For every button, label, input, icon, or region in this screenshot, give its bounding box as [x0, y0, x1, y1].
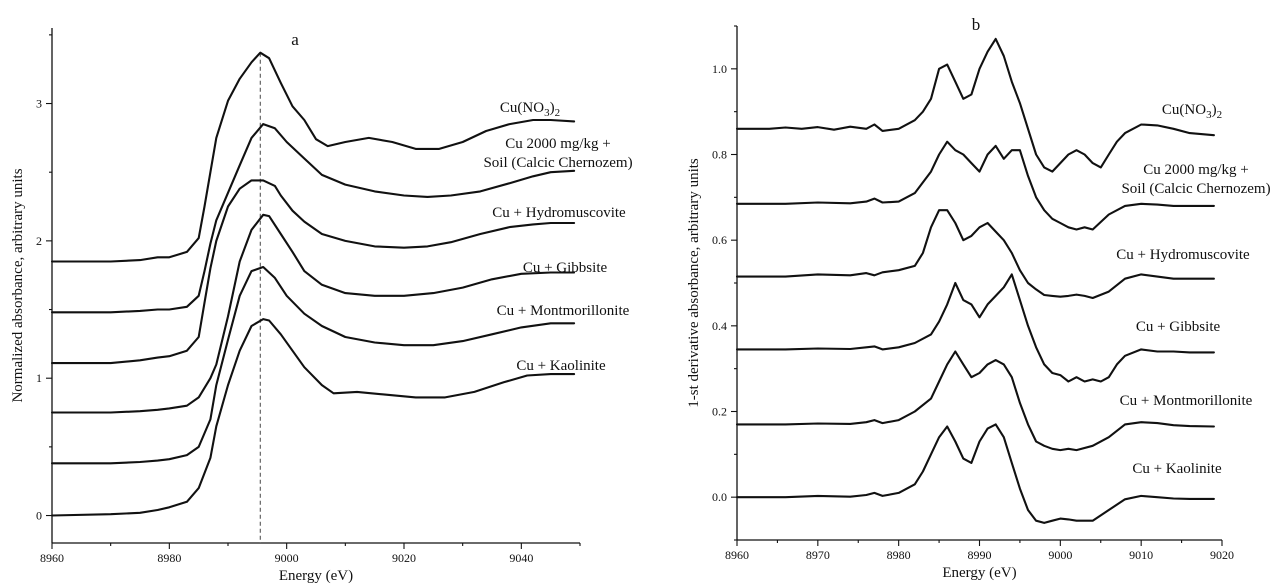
y-axis-title: 1-st derivative absorbance, arbitrary un…	[686, 158, 702, 408]
x-tick-label: 9010	[1129, 548, 1153, 562]
y-tick-label: 0.2	[712, 405, 727, 419]
x-tick-label: 9020	[1210, 548, 1234, 562]
series-line	[735, 37, 1215, 173]
series-line	[50, 51, 576, 263]
series-line	[50, 123, 576, 314]
series-line	[50, 318, 576, 517]
y-tick-label: 1.0	[712, 62, 727, 76]
x-tick-label: 9020	[392, 551, 416, 565]
series-line	[50, 213, 576, 414]
series-label: Cu(NO3)2	[1162, 102, 1222, 121]
y-axis-title: Normalized absorbance, arbitrary units	[10, 168, 26, 402]
y-tick-label: 0.4	[712, 319, 727, 333]
series-label: Cu + Montmorillonite	[1120, 393, 1253, 409]
series-label: Cu 2000 mg/kg +	[505, 136, 611, 152]
series-label: Cu + Montmorillonite	[497, 303, 630, 319]
series-label: Cu(NO3)2	[500, 100, 560, 119]
series-line	[735, 423, 1215, 524]
y-tick-label: 0	[36, 509, 42, 523]
series-line	[735, 350, 1215, 452]
y-tick-label: 0.6	[712, 233, 727, 247]
y-tick-label: 1	[36, 371, 42, 385]
series-label: Cu + Kaolinite	[516, 358, 606, 374]
panel-letter: b	[972, 15, 981, 34]
x-axis-title: Energy (eV)	[942, 565, 1016, 581]
y-tick-label: 0.0	[712, 490, 727, 504]
x-tick-label: 8980	[157, 551, 181, 565]
series-label: Cu + Gibbsite	[1136, 319, 1221, 335]
x-tick-label: 8960	[40, 551, 64, 565]
series-label: Soil (Calcic Chernozem)	[1121, 181, 1270, 197]
y-tick-label: 2	[36, 234, 42, 248]
series-label: Soil (Calcic Chernozem)	[483, 155, 632, 171]
series-line	[735, 273, 1215, 383]
x-tick-label: 8980	[887, 548, 911, 562]
series-line	[735, 209, 1215, 300]
series-label: Cu + Kaolinite	[1132, 461, 1222, 477]
series-label: Cu + Hydromuscovite	[492, 205, 626, 221]
x-tick-label: 8990	[968, 548, 992, 562]
y-tick-label: 0.8	[712, 148, 727, 162]
series-label: Cu 2000 mg/kg +	[1143, 162, 1249, 178]
series-label: Cu + Hydromuscovite	[1116, 247, 1250, 263]
panel-a-chart: 8960 8980 9000 9020 9040 0 1 2 3 Energy (eV) Norma…	[10, 28, 633, 584]
x-axis-title: Energy (eV)	[279, 568, 353, 584]
x-tick-label: 9040	[509, 551, 533, 565]
y-tick-label: 3	[36, 97, 42, 111]
panel-letter: a	[291, 30, 299, 49]
series-label: Cu + Gibbsite	[523, 260, 608, 276]
series-line	[50, 179, 576, 365]
x-tick-label: 9000	[275, 551, 299, 565]
x-tick-label: 8960	[725, 548, 749, 562]
x-tick-label: 8970	[806, 548, 830, 562]
panel-b-chart: 8960 8970 8980 8990 9000 9010 9020 0.0 0.2 0.4 0.6…	[686, 15, 1271, 581]
series-line	[50, 265, 576, 465]
x-tick-label: 9000	[1048, 548, 1072, 562]
series-line	[735, 140, 1215, 231]
